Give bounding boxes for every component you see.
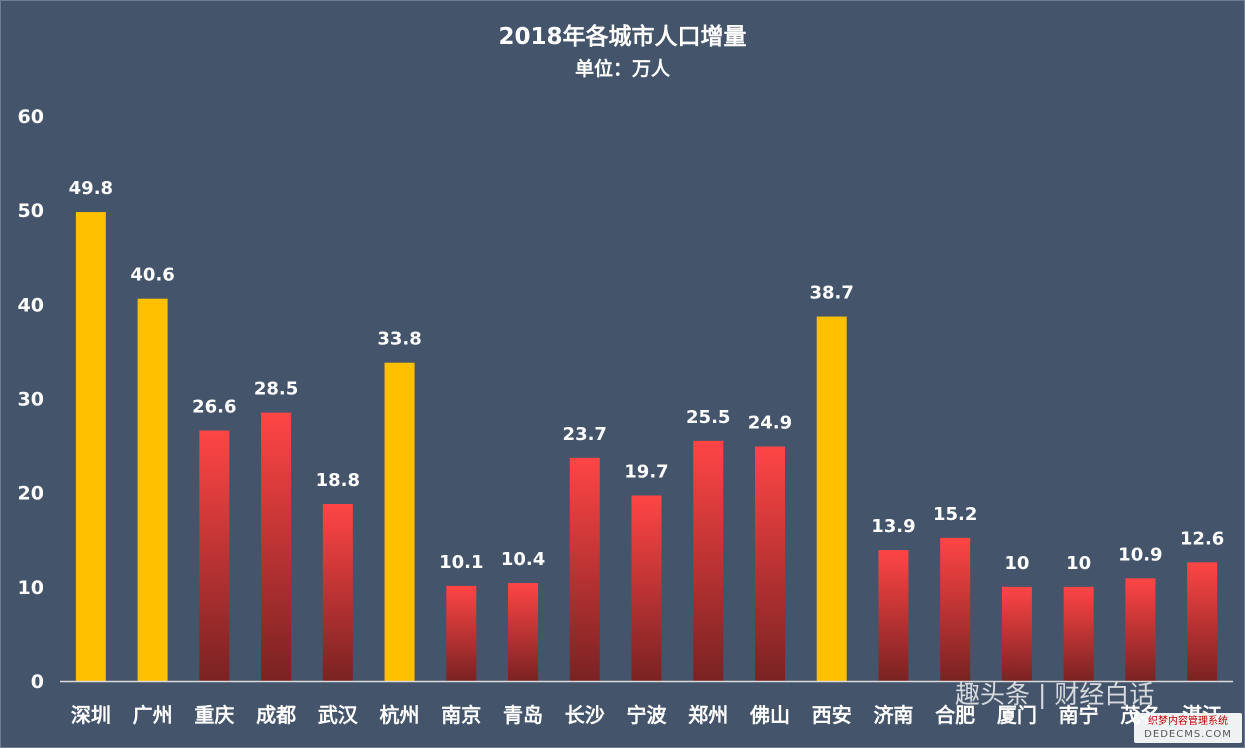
bar — [508, 583, 539, 681]
watermark-text: 趣头条 | 财经白话 — [955, 680, 1155, 709]
bar — [137, 298, 168, 681]
data-label: 10.4 — [501, 549, 545, 570]
y-axis: 0 10 20 30 40 50 60 — [18, 106, 44, 693]
data-label: 15.2 — [933, 504, 977, 525]
x-tick-label: 佛山 — [749, 703, 790, 727]
x-tick-label: 重庆 — [194, 703, 234, 727]
x-tick-label: 西安 — [812, 703, 852, 727]
data-label: 49.8 — [69, 178, 113, 199]
y-tick-label: 0 — [31, 671, 44, 693]
bar — [1187, 562, 1218, 681]
x-tick-label: 成都 — [256, 703, 296, 727]
site-badge[interactable]: 织梦内容管理系统 DEDECMS.COM — [1134, 713, 1242, 743]
bar — [384, 362, 415, 681]
chart-subtitle: 单位：万人 — [574, 58, 670, 80]
data-label: 24.9 — [748, 413, 792, 434]
bar — [816, 316, 847, 681]
data-label: 25.5 — [686, 407, 730, 428]
bar — [940, 537, 971, 681]
bar — [261, 412, 292, 681]
bar — [569, 457, 600, 681]
x-tick-label: 宁波 — [627, 703, 668, 727]
y-tick-label: 10 — [18, 577, 44, 599]
y-tick-label: 60 — [18, 106, 44, 128]
data-label: 23.7 — [563, 424, 607, 445]
site-badge-domain: DEDECMS.COM — [1144, 729, 1232, 740]
data-label: 19.7 — [624, 461, 668, 482]
data-label: 10.9 — [1118, 544, 1162, 565]
bar — [878, 550, 909, 681]
data-label: 40.6 — [130, 265, 174, 286]
bar — [199, 430, 230, 681]
y-tick-label: 20 — [18, 483, 44, 505]
x-tick-label: 深圳 — [71, 703, 111, 727]
y-tick-label: 50 — [18, 200, 44, 222]
x-tick-label: 济南 — [873, 703, 913, 727]
x-tick-label: 郑州 — [688, 703, 728, 727]
chart-title: 2018年各城市人口增量 — [498, 24, 747, 50]
data-label: 26.6 — [192, 397, 236, 418]
data-label: 38.7 — [809, 283, 853, 304]
x-tick-label: 南宁 — [1059, 703, 1099, 727]
bar — [75, 212, 106, 682]
bar — [1125, 578, 1156, 681]
bar — [631, 495, 662, 681]
bar — [1001, 586, 1032, 681]
x-tick-label: 武汉 — [318, 703, 359, 727]
x-tick-label: 广州 — [133, 703, 173, 727]
data-label: 10.1 — [439, 552, 483, 573]
x-tick-label: 杭州 — [380, 703, 420, 727]
data-label: 10 — [1004, 553, 1029, 574]
x-tick-label: 青岛 — [503, 703, 543, 727]
bar — [446, 585, 477, 681]
data-label: 33.8 — [377, 329, 421, 350]
x-tick-label: 南京 — [441, 703, 481, 727]
bar — [322, 503, 353, 681]
bar — [754, 446, 785, 681]
data-label: 18.8 — [316, 470, 360, 491]
site-badge-title: 织梦内容管理系统 — [1148, 716, 1228, 727]
y-tick-label: 40 — [18, 294, 44, 316]
x-tick-label: 长沙 — [565, 703, 605, 727]
bar — [1063, 586, 1094, 681]
x-tick-label: 合肥 — [935, 703, 975, 727]
data-label: 10 — [1066, 553, 1091, 574]
bar-series — [75, 212, 1218, 682]
data-label: 12.6 — [1180, 528, 1224, 549]
x-tick-label: 厦门 — [997, 703, 1037, 727]
x-axis: 深圳广州重庆成都武汉杭州南京青岛长沙宁波郑州佛山西安济南合肥厦门南宁茂名湛江 — [60, 680, 1233, 727]
data-labels: 49.8 40.6 26.6 28.5 18.8 33.8 10.1 10.4 23.7 19.7… — [69, 178, 1225, 574]
bar — [693, 440, 724, 681]
y-tick-label: 30 — [18, 389, 44, 411]
data-label: 28.5 — [254, 379, 298, 400]
data-label: 13.9 — [871, 516, 915, 537]
